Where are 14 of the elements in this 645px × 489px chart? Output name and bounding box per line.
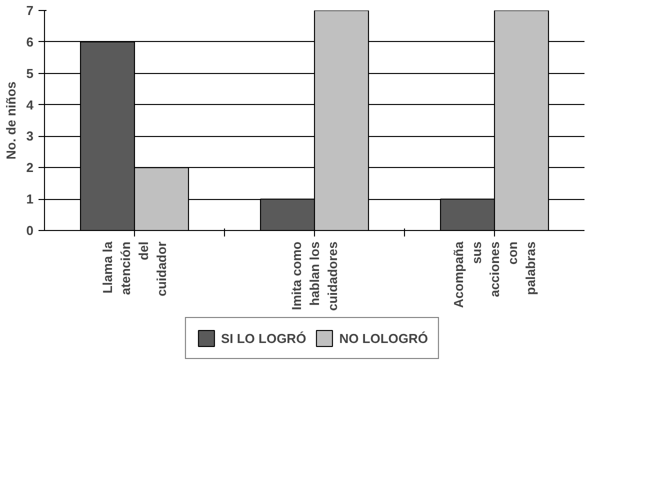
x-tick-label: Imita como hablan los cuidadores — [289, 241, 340, 311]
y-tick-label: 5 — [26, 66, 34, 81]
y-tick-label: 2 — [26, 160, 34, 176]
y-tick-label: 3 — [26, 128, 34, 144]
x-tick-label: Acompaña sus acciones con palabras — [451, 240, 538, 308]
y-tick-label: 6 — [26, 34, 34, 50]
y-tick-label: 1 — [26, 192, 34, 207]
x-tick-label: Llama la atención del cuidador — [100, 240, 169, 296]
y-tick-label: 0 — [26, 223, 34, 238]
y-tick-label: 7 — [26, 3, 34, 18]
legend-label: SI LO LOGRÓ — [220, 330, 306, 346]
legend-label: NO LOLOGRÓ — [339, 330, 428, 346]
y-tick-label: 4 — [26, 97, 34, 112]
y-axis-title: No. de niños — [3, 82, 18, 160]
